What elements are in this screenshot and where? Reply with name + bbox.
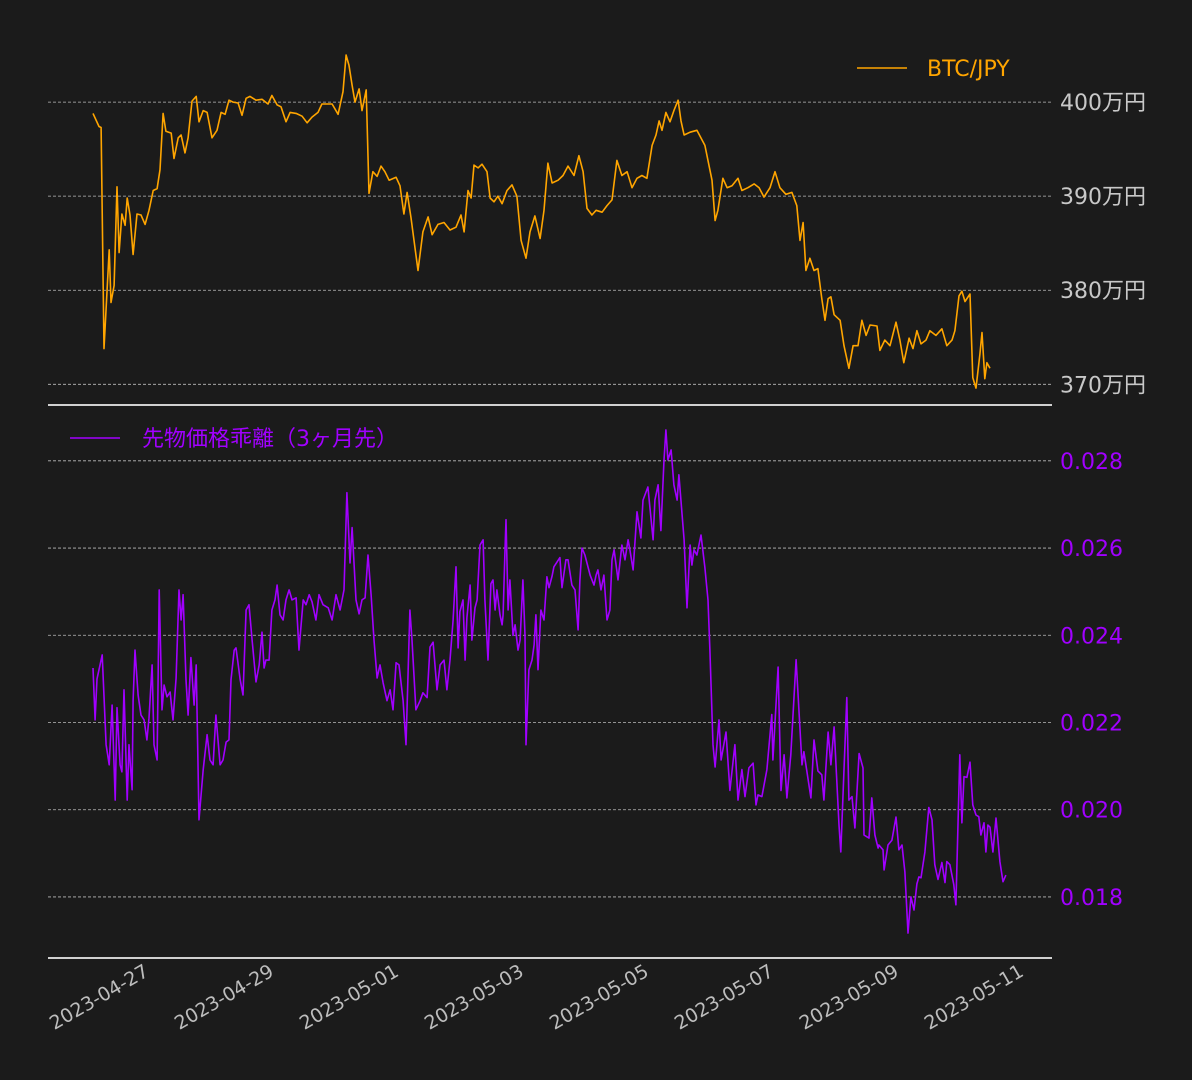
- bottom-y-tick-label: 0.028: [1060, 450, 1123, 475]
- top-gridlines: [48, 101, 1052, 385]
- top-y-tick-label: 380万円: [1060, 279, 1146, 304]
- futures-basis-line: [92, 429, 1007, 934]
- bottom-y-tick-label: 0.022: [1060, 711, 1123, 736]
- bottom-legend: 先物価格乖離（3ヶ月先）: [70, 427, 398, 452]
- bottom-y-tick-label: 0.026: [1060, 537, 1123, 562]
- top-y-tick-label: 370万円: [1060, 373, 1146, 398]
- bottom-y-tick-label: 0.024: [1060, 624, 1123, 649]
- top-legend: BTC/JPY: [857, 57, 1010, 82]
- top-y-axis-ticks: 370万円 380万円 390万円 400万円: [1060, 91, 1146, 398]
- legend-label-futures-basis: 先物価格乖離（3ヶ月先）: [142, 427, 398, 452]
- top-y-tick-label: 400万円: [1060, 91, 1146, 116]
- top-y-tick-label: 390万円: [1060, 185, 1146, 210]
- bottom-y-axis-ticks: 0.018 0.020 0.022 0.024 0.026 0.028: [1060, 450, 1123, 911]
- bottom-y-tick-label: 0.020: [1060, 799, 1123, 824]
- bottom-y-tick-label: 0.018: [1060, 886, 1123, 911]
- btc-jpy-price-line: [92, 54, 991, 389]
- legend-label-btc-jpy: BTC/JPY: [927, 57, 1010, 82]
